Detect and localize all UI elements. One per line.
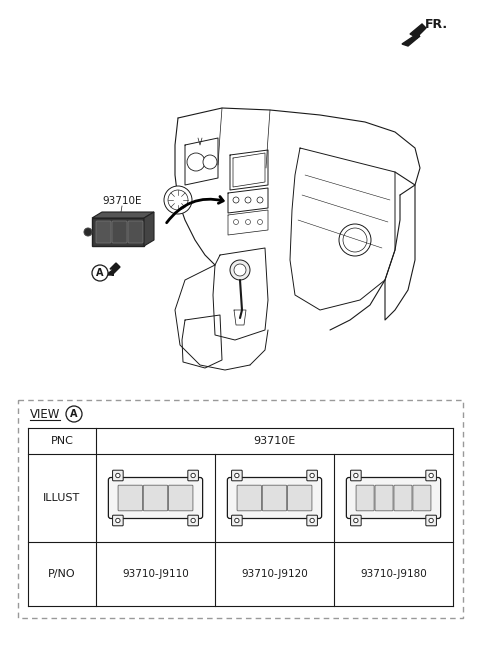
Circle shape [310, 473, 314, 478]
Circle shape [191, 473, 195, 478]
Circle shape [92, 265, 108, 281]
FancyBboxPatch shape [168, 485, 193, 511]
Circle shape [235, 473, 239, 478]
Circle shape [116, 518, 120, 523]
Polygon shape [402, 24, 426, 46]
Text: 93710E: 93710E [102, 196, 142, 206]
Polygon shape [144, 212, 154, 246]
Circle shape [164, 186, 192, 214]
FancyBboxPatch shape [350, 470, 361, 481]
Text: P/NO: P/NO [48, 569, 76, 579]
FancyBboxPatch shape [426, 515, 436, 526]
FancyBboxPatch shape [112, 221, 127, 243]
Polygon shape [106, 263, 120, 275]
Circle shape [245, 220, 251, 224]
FancyBboxPatch shape [288, 485, 312, 511]
FancyBboxPatch shape [413, 485, 431, 511]
Circle shape [233, 220, 239, 224]
Text: 93710-J9180: 93710-J9180 [360, 569, 427, 579]
Circle shape [235, 518, 239, 523]
Circle shape [230, 260, 250, 280]
FancyBboxPatch shape [231, 515, 242, 526]
Text: 93710-J9110: 93710-J9110 [122, 569, 189, 579]
Text: FR.: FR. [425, 18, 448, 31]
Text: VIEW: VIEW [30, 407, 60, 420]
FancyBboxPatch shape [350, 515, 361, 526]
Circle shape [191, 518, 195, 523]
FancyBboxPatch shape [113, 470, 123, 481]
Circle shape [429, 518, 433, 523]
Circle shape [343, 228, 367, 252]
Text: A: A [70, 409, 78, 419]
FancyBboxPatch shape [307, 470, 317, 481]
Circle shape [354, 518, 358, 523]
FancyBboxPatch shape [394, 485, 412, 511]
Circle shape [245, 197, 251, 203]
FancyBboxPatch shape [356, 485, 374, 511]
Circle shape [84, 228, 92, 236]
Circle shape [339, 224, 371, 256]
FancyBboxPatch shape [231, 470, 242, 481]
FancyBboxPatch shape [96, 221, 111, 243]
FancyBboxPatch shape [228, 478, 322, 518]
Circle shape [203, 155, 217, 169]
Circle shape [66, 406, 82, 422]
Circle shape [168, 190, 188, 210]
FancyBboxPatch shape [347, 478, 441, 518]
Circle shape [257, 197, 263, 203]
FancyBboxPatch shape [118, 485, 143, 511]
Text: ILLUST: ILLUST [43, 493, 81, 503]
Polygon shape [92, 218, 144, 246]
FancyBboxPatch shape [108, 478, 203, 518]
Text: 93710E: 93710E [253, 436, 296, 446]
Circle shape [116, 473, 120, 478]
Text: 93710-J9120: 93710-J9120 [241, 569, 308, 579]
Text: PNC: PNC [50, 436, 73, 446]
FancyBboxPatch shape [113, 515, 123, 526]
Circle shape [257, 220, 263, 224]
FancyBboxPatch shape [18, 400, 463, 618]
Polygon shape [92, 212, 154, 218]
Text: A: A [96, 268, 104, 278]
Circle shape [354, 473, 358, 478]
FancyBboxPatch shape [144, 485, 168, 511]
Circle shape [429, 473, 433, 478]
Circle shape [233, 197, 239, 203]
Circle shape [234, 264, 246, 276]
Circle shape [187, 153, 205, 171]
FancyBboxPatch shape [307, 515, 317, 526]
FancyBboxPatch shape [426, 470, 436, 481]
FancyBboxPatch shape [188, 515, 198, 526]
FancyBboxPatch shape [375, 485, 393, 511]
Circle shape [310, 518, 314, 523]
FancyBboxPatch shape [263, 485, 287, 511]
FancyBboxPatch shape [188, 470, 198, 481]
FancyBboxPatch shape [128, 221, 143, 243]
FancyBboxPatch shape [237, 485, 262, 511]
